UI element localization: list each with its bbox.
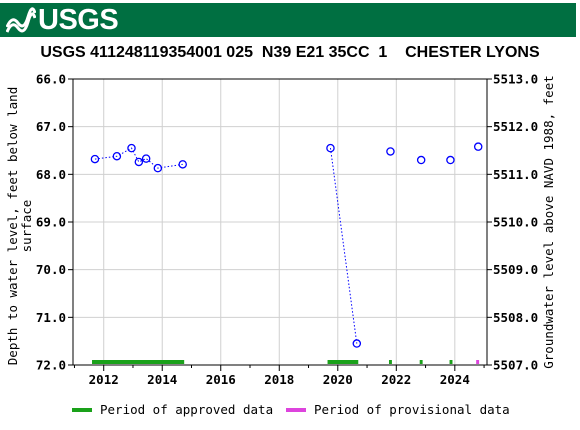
right-tick-label: 5513.0 <box>493 72 538 87</box>
data-point <box>326 143 335 153</box>
left-tick-label: 69.0 <box>36 215 66 230</box>
x-tick-label: 2018 <box>264 372 294 387</box>
legend-swatch-approved <box>72 408 92 412</box>
right-tick-label: 5507.0 <box>493 358 538 373</box>
left-tick-label: 67.0 <box>36 119 66 134</box>
data-point <box>386 147 395 156</box>
y-axis-label-left-line: surface <box>19 200 34 253</box>
approved-period-bar <box>419 360 423 364</box>
approved-period-bar <box>92 360 185 364</box>
x-tick-label: 2020 <box>323 372 353 387</box>
usgs-logo-icon <box>6 7 36 33</box>
grid-layer <box>73 79 487 365</box>
legend-label-provisional: Period of provisional data <box>314 402 510 417</box>
x-tick-label: 2024 <box>440 372 470 387</box>
data-point <box>141 154 151 163</box>
left-tick-label: 68.0 <box>36 167 66 182</box>
usgs-logo-text: USGS <box>38 4 119 36</box>
series-layer <box>90 142 483 348</box>
data-point <box>90 154 100 164</box>
right-tick-label: 5508.0 <box>493 310 538 325</box>
usgs-banner: USGS <box>0 0 580 38</box>
approved-period-bar <box>327 360 359 364</box>
x-tick-label: 2016 <box>206 372 236 387</box>
data-point <box>127 143 136 153</box>
left-tick-label: 70.0 <box>36 262 66 277</box>
data-point <box>178 160 187 169</box>
right-tick-label: 5509.0 <box>493 262 538 277</box>
right-tick-label: 5511.0 <box>493 167 538 182</box>
right-tick-label: 5510.0 <box>493 215 538 230</box>
x-tick-label: 2014 <box>147 372 177 387</box>
legend-swatch-provisional <box>286 408 306 412</box>
approved-period-bar <box>388 360 392 364</box>
usgs-banner-band <box>0 3 576 37</box>
ticks-layer: 66.0 5513.0 67.0 5512.0 68.0 5511.0 69.0 5510.0… <box>36 72 538 388</box>
y-axis-label-right: Groundwater level above NAVD 1988, feet <box>541 75 556 369</box>
data-point <box>416 155 426 165</box>
periods-layer <box>92 360 480 364</box>
left-tick-label: 71.0 <box>36 310 66 325</box>
approved-period-bar <box>449 360 453 364</box>
legend-label-approved: Period of approved data <box>100 402 274 417</box>
y-axis-label-left: Depth to water level, feet below landsur… <box>5 87 34 365</box>
x-tick-label: 2012 <box>89 372 119 387</box>
data-point <box>473 142 483 151</box>
data-point <box>352 339 362 348</box>
provisional-period-bar <box>476 360 480 364</box>
y-axis-label-left-line: Depth to water level, feet below land <box>5 87 20 365</box>
left-tick-label: 66.0 <box>36 72 66 87</box>
series-connector-line <box>329 148 358 344</box>
data-point <box>112 151 122 161</box>
data-point <box>446 155 455 165</box>
left-tick-label: 72.0 <box>36 358 66 373</box>
x-tick-label: 2022 <box>381 372 411 387</box>
chart-title: USGS 411248119354001 025 N39 E21 35CC 1 … <box>40 44 540 61</box>
series-connector-line <box>94 147 183 169</box>
data-point <box>134 157 144 167</box>
data-point <box>153 163 163 173</box>
right-tick-label: 5512.0 <box>493 119 538 134</box>
